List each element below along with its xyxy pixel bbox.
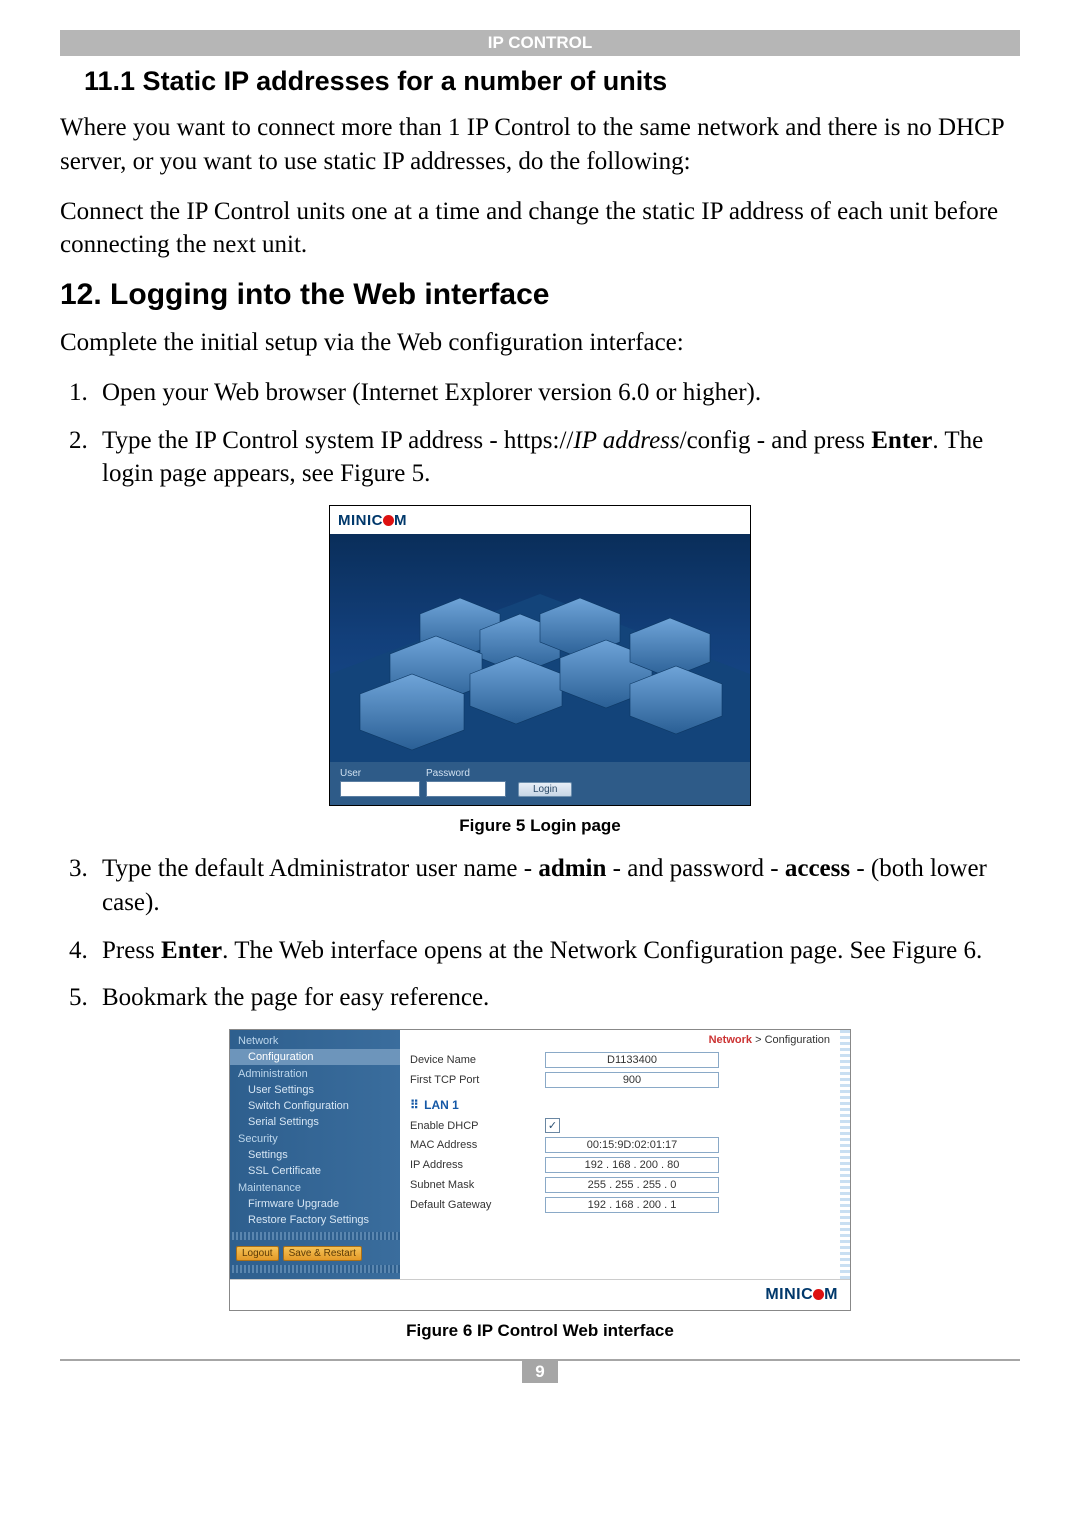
- sidebar-item-firmware[interactable]: Firmware Upgrade: [230, 1196, 400, 1212]
- sidebar-item-user-settings[interactable]: User Settings: [230, 1082, 400, 1098]
- gateway-input[interactable]: 192 . 168 . 200 . 1: [545, 1197, 719, 1213]
- section-11-1-title: 11.1 Static IP addresses for a number of…: [84, 66, 1020, 97]
- step-2: Type the IP Control system IP address - …: [94, 424, 1020, 492]
- figure-5-container: MINIC M: [60, 505, 1020, 806]
- step-4-b: Enter: [161, 937, 222, 964]
- mac-label: MAC Address: [410, 1139, 545, 1151]
- step-3: Type the default Administrator user name…: [94, 852, 1020, 920]
- figure-6: Network Configuration Administration Use…: [229, 1029, 851, 1311]
- step-1: Open your Web browser (Internet Explorer…: [94, 376, 1020, 410]
- figure-5: MINIC M: [329, 505, 751, 806]
- step-2-c: /config - and press: [680, 427, 872, 454]
- step-3-a: Type the default Administrator user name…: [102, 855, 538, 882]
- logo-left: MINIC: [338, 512, 383, 529]
- tcp-port-input[interactable]: 900: [545, 1072, 719, 1088]
- document-page: IP CONTROL 11.1 Static IP addresses for …: [0, 0, 1080, 1453]
- logout-button[interactable]: Logout: [236, 1246, 279, 1261]
- breadcrumb-config: Configuration: [765, 1034, 830, 1046]
- logo-right: M: [394, 512, 407, 529]
- step-5: Bookmark the page for easy reference.: [94, 981, 1020, 1015]
- tcp-port-label: First TCP Port: [410, 1074, 545, 1086]
- logo-dot-icon: [383, 515, 394, 526]
- step-4: Press Enter. The Web interface opens at …: [94, 934, 1020, 968]
- gateway-label: Default Gateway: [410, 1199, 545, 1211]
- sidebar-divider: [230, 1232, 400, 1240]
- fig6-footer: MINIC M: [230, 1279, 850, 1310]
- step-2-d: Enter: [871, 427, 932, 454]
- ip-input[interactable]: 192 . 168 . 200 . 80: [545, 1157, 719, 1173]
- section-11-1-p2: Connect the IP Control units one at a ti…: [60, 195, 1020, 263]
- fig6-sidebar: Network Configuration Administration Use…: [230, 1030, 400, 1279]
- sidebar-cat-security: Security: [230, 1130, 400, 1147]
- device-name-label: Device Name: [410, 1054, 545, 1066]
- section-12-intro: Complete the initial setup via the Web c…: [60, 326, 1020, 360]
- sidebar-item-switch-config[interactable]: Switch Configuration: [230, 1098, 400, 1114]
- user-input[interactable]: [340, 781, 420, 797]
- sidebar-item-restore[interactable]: Restore Factory Settings: [230, 1212, 400, 1228]
- sidebar-divider-2: [230, 1265, 400, 1273]
- step-4-c: . The Web interface opens at the Network…: [222, 937, 982, 964]
- sidebar-item-configuration[interactable]: Configuration: [230, 1049, 400, 1065]
- device-name-input[interactable]: D1133400: [545, 1052, 719, 1068]
- breadcrumb-sep: >: [752, 1034, 765, 1046]
- step-2-b: IP address: [573, 427, 679, 454]
- sidebar-cat-maintenance: Maintenance: [230, 1179, 400, 1196]
- figure-6-container: Network Configuration Administration Use…: [60, 1029, 1020, 1311]
- logo-left-2: MINIC: [765, 1286, 813, 1303]
- figure-6-caption: Figure 6 IP Control Web interface: [60, 1321, 1020, 1341]
- step-2-a: Type the IP Control system IP address - …: [102, 427, 573, 454]
- login-button[interactable]: Login: [518, 782, 572, 797]
- steps-list: Open your Web browser (Internet Explorer…: [60, 376, 1020, 491]
- save-restart-button[interactable]: Save & Restart: [283, 1246, 362, 1261]
- logo-right-2: M: [824, 1286, 838, 1303]
- sidebar-item-ssl[interactable]: SSL Certificate: [230, 1163, 400, 1179]
- ip-label: IP Address: [410, 1159, 545, 1171]
- step-3-d: access: [785, 855, 850, 882]
- password-input[interactable]: [426, 781, 506, 797]
- sidebar-cat-admin: Administration: [230, 1065, 400, 1082]
- mac-value: 00:15:9D:02:01:17: [545, 1137, 719, 1153]
- step-4-a: Press: [102, 937, 161, 964]
- enable-dhcp-checkbox[interactable]: ✓: [545, 1118, 560, 1133]
- figure-5-logo-bar: MINIC M: [330, 506, 750, 534]
- subnet-input[interactable]: 255 . 255 . 255 . 0: [545, 1177, 719, 1193]
- fig6-right-stripe: [840, 1030, 850, 1279]
- lan1-heading: ⠿ LAN 1: [410, 1098, 832, 1112]
- breadcrumb-network: Network: [709, 1034, 752, 1046]
- user-label: User: [340, 768, 420, 779]
- steps-list-cont: Type the default Administrator user name…: [60, 852, 1020, 1015]
- step-3-c: - and password -: [606, 855, 784, 882]
- step-3-b: admin: [538, 855, 606, 882]
- minicom-logo: MINIC M: [338, 512, 407, 529]
- sidebar-cat-network: Network: [230, 1032, 400, 1049]
- subnet-label: Subnet Mask: [410, 1179, 545, 1191]
- sidebar-item-serial-settings[interactable]: Serial Settings: [230, 1114, 400, 1130]
- fig6-main: Network > Configuration Device Name D113…: [400, 1030, 840, 1279]
- logo-dot-icon-2: [813, 1289, 824, 1300]
- enable-dhcp-label: Enable DHCP: [410, 1120, 545, 1132]
- page-header: IP CONTROL: [60, 30, 1020, 56]
- breadcrumb: Network > Configuration: [709, 1034, 830, 1046]
- section-11-1-p1: Where you want to connect more than 1 IP…: [60, 111, 1020, 179]
- minicom-logo-footer: MINIC M: [765, 1286, 838, 1304]
- page-footer: 9: [60, 1359, 1020, 1383]
- figure-5-caption: Figure 5 Login page: [60, 816, 1020, 836]
- figure-5-login-bar: User Password Login: [330, 762, 750, 805]
- password-label: Password: [426, 768, 506, 779]
- figure-5-scene: [330, 534, 750, 762]
- page-number: 9: [522, 1361, 558, 1383]
- sidebar-item-settings[interactable]: Settings: [230, 1147, 400, 1163]
- section-12-title: 12. Logging into the Web interface: [60, 278, 1020, 312]
